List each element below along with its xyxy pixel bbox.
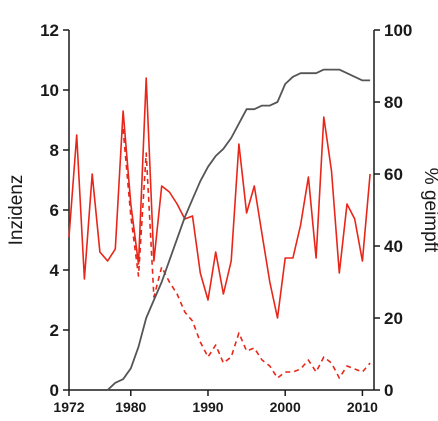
y-axis-label-right: % geimpft: [420, 168, 438, 253]
y-axis-label-left: Inzidenz: [6, 175, 27, 246]
y-right-tick-label: 0: [384, 381, 393, 400]
y-left-tick-label: 6: [50, 201, 59, 220]
y-left-tick-label: 0: [50, 381, 59, 400]
axes: [68, 30, 375, 391]
incidence-solid-line: [68, 77, 371, 319]
x-tick-label: 2000: [270, 399, 301, 415]
y-right-tick-label: 80: [384, 93, 403, 112]
y-right-tick-label: 20: [384, 309, 403, 328]
incidence-dashed-line: [122, 128, 371, 379]
series-layer: [68, 68, 371, 391]
y-left-tick-label: 12: [40, 21, 59, 40]
x-tick-label: 1972: [53, 399, 84, 415]
y-left-tick-label: 4: [50, 261, 60, 280]
vaccinated-percent-line: [106, 68, 371, 391]
ticks-layer: 0 2 4 6 8 10 12 0 20 40 60 80 100 1972 1980 1990 2000 201…: [40, 21, 412, 415]
x-tick-label: 2010: [347, 399, 378, 415]
y-left-tick-label: 8: [50, 141, 59, 160]
x-tick-label: 1990: [192, 399, 223, 415]
y-right-tick-label: 100: [384, 21, 412, 40]
y-left-tick-label: 2: [50, 321, 59, 340]
y-right-tick-label: 60: [384, 165, 403, 184]
y-right-tick-label: 40: [384, 237, 403, 256]
y-left-tick-label: 10: [40, 81, 59, 100]
x-tick-label: 1980: [115, 399, 146, 415]
